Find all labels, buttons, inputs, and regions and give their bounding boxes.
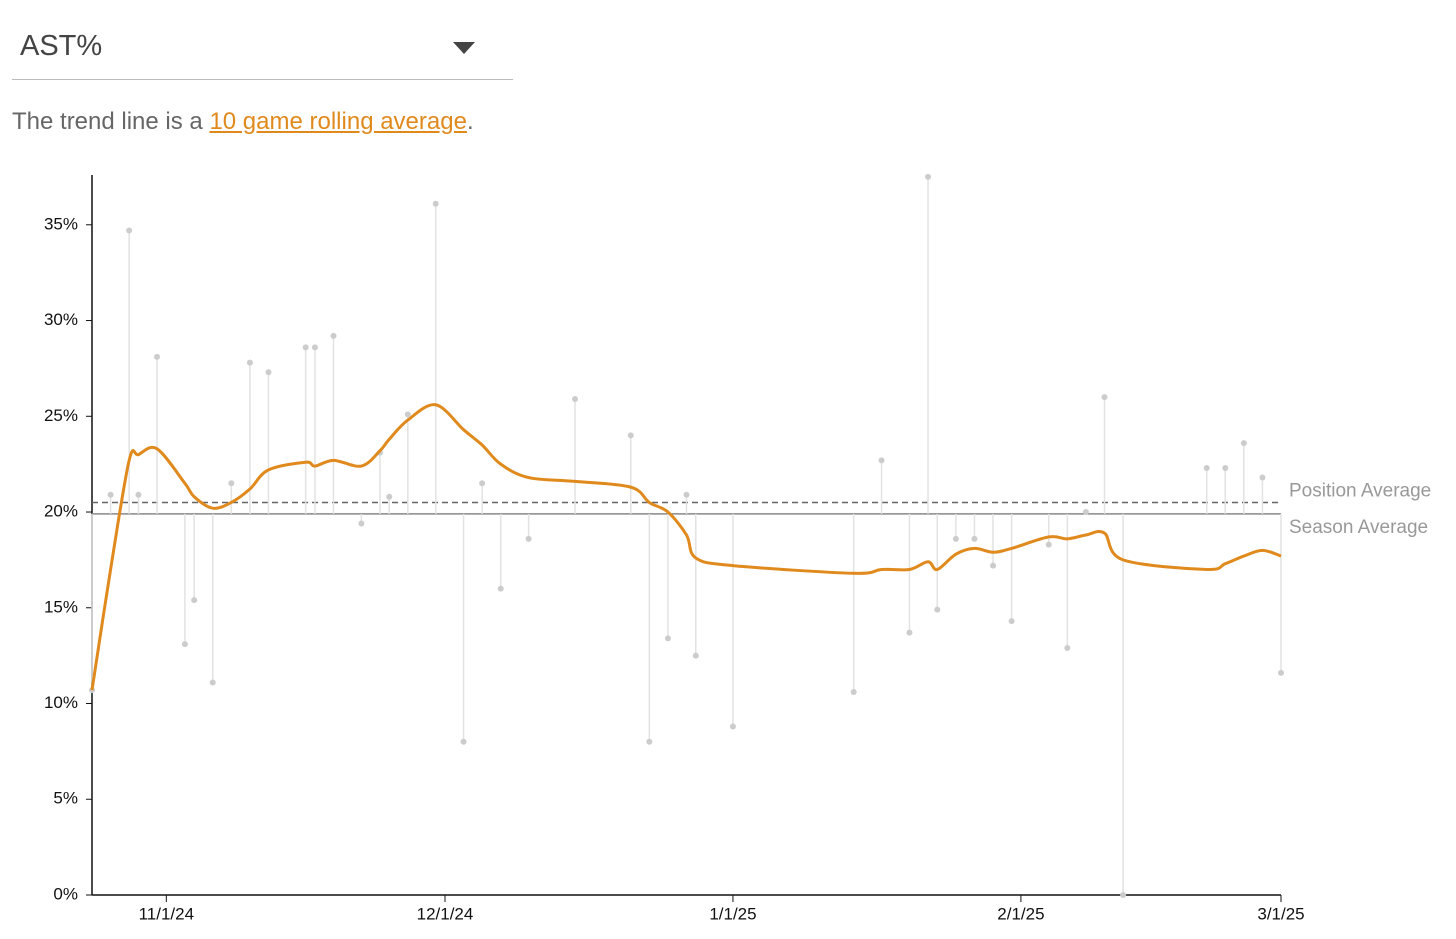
x-tick-label: 2/1/25	[997, 904, 1044, 923]
game-point	[135, 491, 142, 498]
game-point	[432, 200, 439, 207]
game-point	[878, 457, 885, 464]
game-point	[246, 359, 253, 366]
game-point	[572, 396, 579, 403]
y-tick-label: 35%	[44, 214, 78, 233]
game-point	[1222, 464, 1229, 471]
game-point	[358, 520, 365, 527]
game-point	[330, 332, 337, 339]
rolling-average-link[interactable]: 10 game rolling average	[209, 108, 467, 135]
game-point	[191, 597, 198, 604]
trend-line	[90, 403, 1282, 691]
game-point	[971, 535, 978, 542]
game-point	[386, 493, 393, 500]
game-point	[525, 535, 532, 542]
game-point	[89, 687, 95, 694]
game-point	[126, 227, 133, 234]
game-point	[1203, 464, 1210, 471]
reference-label: Season Average	[1289, 517, 1428, 538]
game-point	[1008, 618, 1015, 625]
game-point	[376, 449, 383, 456]
game-point	[181, 641, 188, 648]
game-point	[311, 344, 318, 351]
y-tick-label: 25%	[44, 406, 78, 425]
game-point	[729, 723, 736, 730]
x-tick-label: 1/1/25	[709, 904, 756, 923]
metric-dropdown[interactable]: AST%	[12, 18, 513, 80]
reference-label: Position Average	[1289, 480, 1431, 501]
game-point	[228, 480, 235, 487]
game-point	[683, 491, 690, 498]
y-tick-label: 20%	[44, 502, 78, 521]
y-tick-label: 10%	[44, 693, 78, 712]
game-point	[1082, 509, 1089, 516]
y-tick-label: 15%	[44, 597, 78, 616]
game-point	[906, 629, 913, 636]
game-point	[952, 535, 959, 542]
x-tick-label: 12/1/24	[417, 904, 474, 923]
game-point	[1120, 892, 1127, 898]
description-text: The trend line is a	[12, 108, 210, 135]
game-point	[497, 585, 504, 592]
y-tick-label: 0%	[53, 884, 78, 903]
game-point	[664, 635, 671, 642]
game-point	[934, 606, 941, 613]
game-point	[627, 432, 634, 439]
game-point	[154, 353, 161, 360]
game-point	[1240, 440, 1247, 447]
game-point	[646, 738, 653, 745]
game-point	[209, 679, 216, 686]
y-tick-label: 30%	[44, 310, 78, 329]
dropdown-value[interactable]: AST%	[20, 30, 103, 62]
game-point	[460, 738, 467, 745]
description-text: .	[466, 108, 474, 135]
game-point	[107, 491, 114, 498]
game-point	[1045, 541, 1052, 548]
y-tick-label: 5%	[53, 789, 78, 808]
description: The trend line is a 10 game rolling aver…	[12, 108, 474, 136]
game-point	[1101, 394, 1108, 401]
game-point	[692, 652, 699, 659]
game-point	[1064, 644, 1071, 651]
game-point	[1278, 669, 1284, 676]
game-point	[850, 689, 857, 696]
dropdown-arrow[interactable]	[453, 42, 475, 56]
x-tick-label: 11/1/24	[139, 904, 194, 923]
game-point	[302, 344, 309, 351]
game-point	[990, 562, 997, 569]
game-point	[479, 480, 486, 487]
game-point	[925, 173, 932, 180]
game-point	[404, 411, 411, 418]
game-point	[265, 369, 272, 376]
game-point	[1259, 474, 1266, 481]
x-tick-label: 3/1/25	[1257, 904, 1304, 923]
